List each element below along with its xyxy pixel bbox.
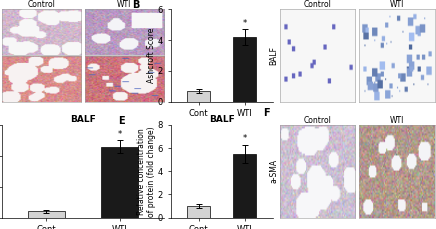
- Text: B: B: [132, 0, 140, 10]
- Bar: [187, 206, 210, 218]
- Text: *: *: [243, 19, 247, 28]
- Title: WTI: WTI: [390, 116, 404, 125]
- Y-axis label: BALF: BALF: [269, 46, 278, 65]
- Title: Control: Control: [303, 0, 331, 9]
- Y-axis label: H&E: H&E: [0, 24, 1, 40]
- Title: WTI: WTI: [117, 0, 131, 9]
- Title: Control: Control: [28, 0, 56, 9]
- Y-axis label: Relative concentration
of protein (fold change): Relative concentration of protein (fold …: [137, 126, 157, 217]
- Title: Control: Control: [303, 116, 331, 125]
- Y-axis label: MT: MT: [0, 74, 1, 85]
- Text: F: F: [263, 108, 269, 118]
- Title: BALF: BALF: [70, 115, 96, 124]
- Text: C: C: [263, 0, 270, 3]
- Bar: [28, 211, 65, 218]
- Y-axis label: a-SMA: a-SMA: [269, 159, 278, 183]
- Text: *: *: [243, 134, 247, 143]
- Bar: [187, 91, 210, 102]
- Bar: [233, 37, 256, 102]
- Title: BALF: BALF: [209, 115, 235, 124]
- Bar: [101, 147, 138, 218]
- Text: *: *: [118, 130, 122, 139]
- Text: E: E: [118, 116, 125, 126]
- Title: WTI: WTI: [390, 0, 404, 9]
- Bar: [233, 154, 256, 218]
- Y-axis label: Ashcroft Score: Ashcroft Score: [147, 28, 157, 83]
